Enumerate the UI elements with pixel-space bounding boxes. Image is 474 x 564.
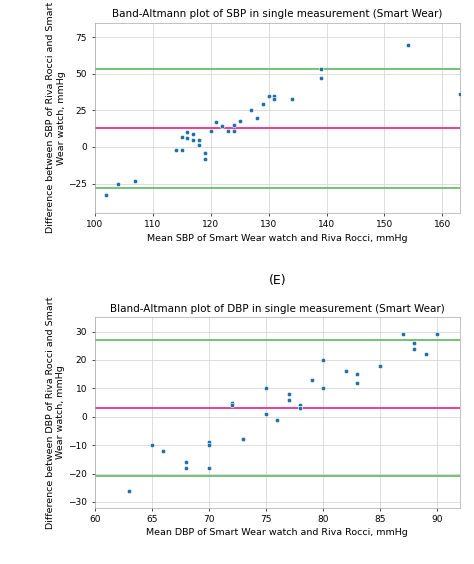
Point <box>253 113 261 122</box>
Point <box>178 146 185 155</box>
Point <box>410 338 418 347</box>
Point <box>224 126 232 135</box>
Point <box>230 126 237 135</box>
Point <box>190 129 197 138</box>
Point <box>148 440 155 450</box>
Point <box>296 404 304 413</box>
Point <box>159 446 167 455</box>
Point <box>422 350 429 359</box>
Point <box>271 91 278 100</box>
Point <box>195 141 203 150</box>
Point <box>205 440 213 450</box>
Point <box>319 355 327 364</box>
Y-axis label: Difference between DBP of Riva Rocci and Smart
Wear watch, mmHg: Difference between DBP of Riva Rocci and… <box>46 296 65 528</box>
Point <box>317 65 325 74</box>
Point <box>182 457 190 466</box>
Point <box>182 464 190 473</box>
Point <box>178 132 185 141</box>
Point <box>285 395 292 404</box>
Point <box>230 121 237 130</box>
Point <box>285 390 292 399</box>
Point <box>201 154 209 163</box>
Point <box>296 404 304 413</box>
Point <box>265 91 273 100</box>
Point <box>213 117 220 126</box>
Title: Bland-Altmann plot of DBP in single measurement (Smart Wear): Bland-Altmann plot of DBP in single meas… <box>110 304 445 314</box>
X-axis label: Mean DBP of Smart Wear watch and Riva Rocci, mmHg: Mean DBP of Smart Wear watch and Riva Ro… <box>146 528 408 537</box>
Point <box>125 486 133 495</box>
Point <box>433 330 441 339</box>
Point <box>239 435 247 444</box>
Point <box>239 435 247 444</box>
Point <box>271 94 278 103</box>
Title: Band-Altmann plot of SBP in single measurement (Smart Wear): Band-Altmann plot of SBP in single measu… <box>112 9 442 19</box>
Point <box>342 367 349 376</box>
Point <box>207 126 214 135</box>
Point <box>317 74 325 83</box>
Point <box>228 401 236 410</box>
X-axis label: Mean SBP of Smart Wear watch and Riva Rocci, mmHg: Mean SBP of Smart Wear watch and Riva Ro… <box>147 233 408 243</box>
Point <box>195 135 203 144</box>
Point <box>184 134 191 143</box>
Point <box>410 344 418 353</box>
Point <box>262 409 270 418</box>
Point <box>102 191 110 200</box>
Point <box>296 401 304 410</box>
Point <box>262 384 270 393</box>
Point <box>273 415 281 424</box>
Point <box>319 384 327 393</box>
Point <box>114 179 122 188</box>
Point <box>236 116 244 125</box>
Point <box>205 464 213 473</box>
Point <box>404 40 411 49</box>
Point <box>132 176 139 185</box>
Point <box>353 378 361 387</box>
Point <box>247 106 255 115</box>
Point <box>308 375 315 384</box>
Point <box>376 361 384 370</box>
Point <box>205 438 213 447</box>
Point <box>456 90 464 99</box>
Text: (E): (E) <box>268 274 286 287</box>
Point <box>201 148 209 157</box>
Point <box>288 94 296 103</box>
Y-axis label: Difference between SBP of Riva Rocci and Smart
Wear watch, mmHg: Difference between SBP of Riva Rocci and… <box>46 2 65 233</box>
Point <box>259 100 266 109</box>
Point <box>399 330 407 339</box>
Point <box>228 398 236 407</box>
Point <box>219 122 226 131</box>
Point <box>172 146 180 155</box>
Point <box>190 135 197 144</box>
Point <box>353 369 361 378</box>
Point <box>184 128 191 137</box>
